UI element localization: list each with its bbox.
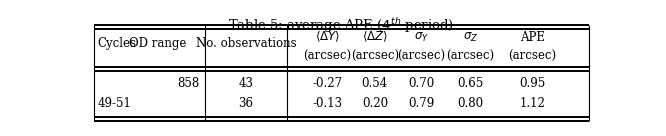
Text: (arcsec): (arcsec): [397, 50, 446, 63]
Text: $\langle\Delta Y\rangle$: $\langle\Delta Y\rangle$: [315, 30, 340, 44]
Text: 0.20: 0.20: [362, 98, 388, 110]
Text: 49-51: 49-51: [97, 98, 131, 110]
Text: 1.12: 1.12: [519, 98, 545, 110]
Text: 0.79: 0.79: [408, 98, 434, 110]
Text: 43: 43: [238, 77, 253, 90]
Text: No. observations: No. observations: [196, 37, 296, 50]
Text: APE: APE: [519, 31, 545, 44]
Text: (arcsec): (arcsec): [446, 50, 494, 63]
Text: (arcsec): (arcsec): [351, 50, 399, 63]
Text: OD range: OD range: [129, 37, 186, 50]
Text: -0.27: -0.27: [312, 77, 342, 90]
Text: (arcsec): (arcsec): [508, 50, 556, 63]
Text: 0.70: 0.70: [408, 77, 434, 90]
Text: 0.54: 0.54: [362, 77, 388, 90]
Text: $\sigma_Z$: $\sigma_Z$: [463, 31, 478, 44]
Text: Cycles: Cycles: [97, 37, 136, 50]
Text: $\sigma_Y$: $\sigma_Y$: [414, 31, 429, 44]
Text: 858: 858: [177, 77, 199, 90]
Text: -0.13: -0.13: [312, 98, 342, 110]
Text: (arcsec): (arcsec): [303, 50, 352, 63]
Text: 0.65: 0.65: [458, 77, 484, 90]
Text: $\langle\Delta Z\rangle$: $\langle\Delta Z\rangle$: [362, 30, 388, 44]
Text: 36: 36: [238, 98, 253, 110]
Text: Table 5: average APE ($4^{th}$ period): Table 5: average APE ($4^{th}$ period): [228, 16, 454, 35]
Text: 0.80: 0.80: [458, 98, 484, 110]
Text: 0.95: 0.95: [519, 77, 545, 90]
